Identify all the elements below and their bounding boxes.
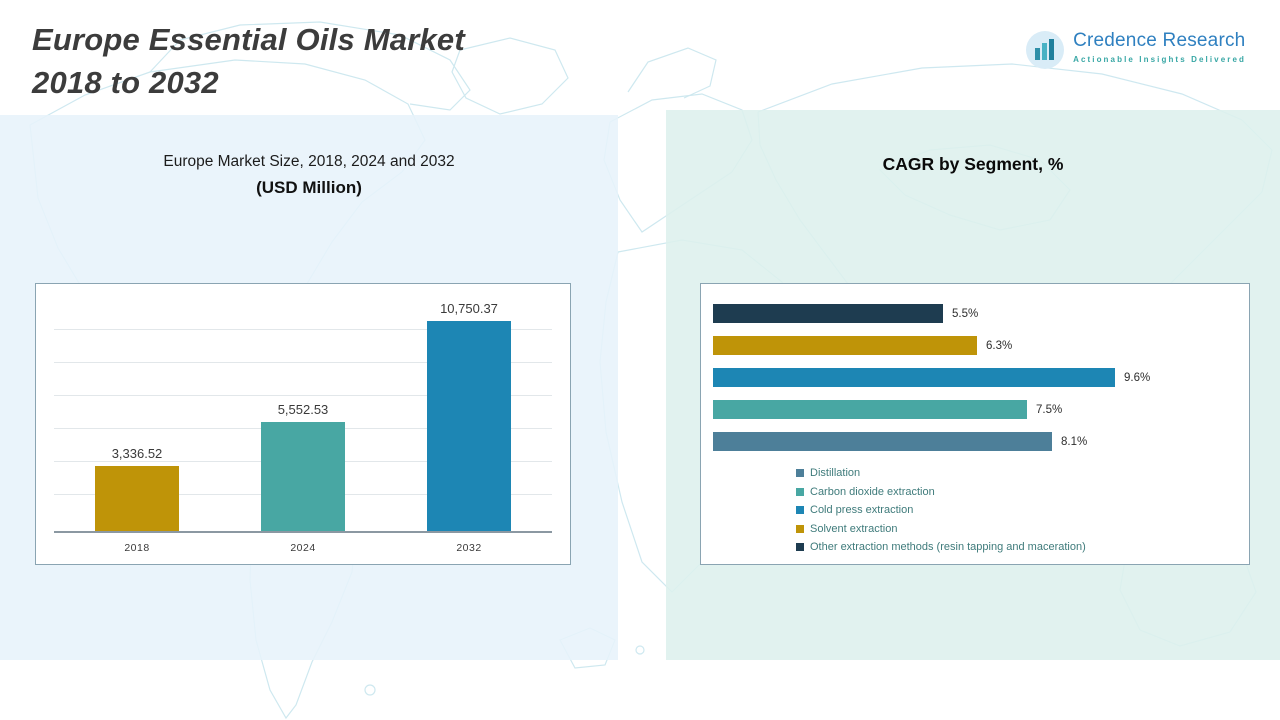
cagr-title: CAGR by Segment, % [882, 154, 1064, 174]
gridline [54, 395, 552, 396]
legend-item: Distillation [796, 464, 1235, 483]
legend-swatch [796, 487, 804, 496]
cagr-bar-row: 6.3% [713, 336, 1235, 355]
legend-item: Solvent extraction [796, 520, 1235, 539]
bar-2024 [261, 422, 345, 531]
bar-column-2018: 3,336.52 [95, 446, 179, 531]
market-size-title: Europe Market Size, 2018, 2024 and 2032 [163, 153, 455, 170]
x-tick-label: 2018 [124, 542, 150, 554]
cagr-bar [713, 336, 977, 355]
legend-item: Other extraction methods (resin tapping … [796, 538, 1235, 557]
x-axis-line [54, 531, 552, 533]
x-tick-label: 2032 [456, 542, 482, 554]
bar-2018 [95, 466, 179, 531]
logo-tagline: Actionable Insights Delivered [1073, 55, 1246, 64]
legend-label: Carbon dioxide extraction [810, 485, 935, 498]
cagr-legend: Distillation Carbon dioxide extraction Col… [796, 464, 1235, 557]
market-size-ticks: 2018 2024 2032 [54, 533, 552, 554]
cagr-bar-row: 8.1% [713, 432, 1235, 451]
cagr-bar [713, 368, 1115, 387]
cagr-panel: CAGR by Segment, % 5.5% 6.3% 9.6% 7.5% 8.1% … [666, 110, 1280, 660]
bar-2032 [427, 321, 511, 531]
legend-label: Other extraction methods (resin tapping … [810, 541, 1086, 554]
bar-value-label: 3,336.52 [111, 446, 163, 461]
bar-value-label: 5,552.53 [277, 402, 329, 417]
cagr-value-label: 5.5% [952, 307, 979, 320]
credence-research-logo: Credence Research Actionable Insights De… [1025, 30, 1246, 75]
bar-column-2024: 5,552.53 [261, 402, 345, 531]
legend-swatch [796, 524, 804, 533]
cagr-bar [713, 432, 1052, 451]
cagr-bar-row: 5.5% [713, 304, 1235, 323]
cagr-value-label: 7.5% [1036, 403, 1063, 416]
market-size-plot: 3,336.52 5,552.53 10,750.37 [54, 296, 552, 531]
cagr-title-block: CAGR by Segment, % [666, 154, 1280, 175]
bar-chart-logo-icon [1025, 30, 1065, 75]
legend-label: Distillation [810, 467, 861, 480]
gridline [54, 362, 552, 363]
cagr-value-label: 8.1% [1061, 435, 1088, 448]
legend-item: Cold press extraction [796, 501, 1235, 520]
cagr-value-label: 9.6% [1124, 371, 1151, 384]
legend-swatch [796, 506, 804, 515]
bar-column-2032: 10,750.37 [427, 301, 511, 531]
cagr-bar [713, 304, 943, 323]
market-size-panel: Europe Market Size, 2018, 2024 and 2032 … [0, 115, 618, 660]
market-size-title-block: Europe Market Size, 2018, 2024 and 2032 … [0, 153, 618, 198]
gridline [54, 329, 552, 330]
title-line-1: Europe Essential Oils Market [32, 22, 465, 57]
cagr-value-label: 6.3% [986, 339, 1013, 352]
legend-swatch [796, 469, 804, 478]
logo-name: Credence Research [1073, 30, 1246, 51]
cagr-chart: 5.5% 6.3% 9.6% 7.5% 8.1% Distillation Carbon … [700, 283, 1250, 565]
cagr-bar-row: 7.5% [713, 400, 1235, 419]
legend-label: Solvent extraction [810, 522, 898, 535]
market-size-units: (USD Million) [256, 178, 362, 197]
legend-item: Carbon dioxide extraction [796, 483, 1235, 502]
x-tick-label: 2024 [290, 542, 316, 554]
legend-swatch [796, 543, 804, 552]
cagr-bars: 5.5% 6.3% 9.6% 7.5% 8.1% [713, 304, 1235, 451]
market-size-chart: 3,336.52 5,552.53 10,750.37 2018 2024 2032 [35, 283, 571, 565]
bar-value-label: 10,750.37 [440, 301, 498, 316]
cagr-bar [713, 400, 1027, 419]
legend-label: Cold press extraction [810, 504, 914, 517]
page-title: Europe Essential Oils Market 2018 to 203… [32, 18, 465, 105]
cagr-bar-row: 9.6% [713, 368, 1235, 387]
title-line-2: 2018 to 2032 [32, 65, 219, 101]
